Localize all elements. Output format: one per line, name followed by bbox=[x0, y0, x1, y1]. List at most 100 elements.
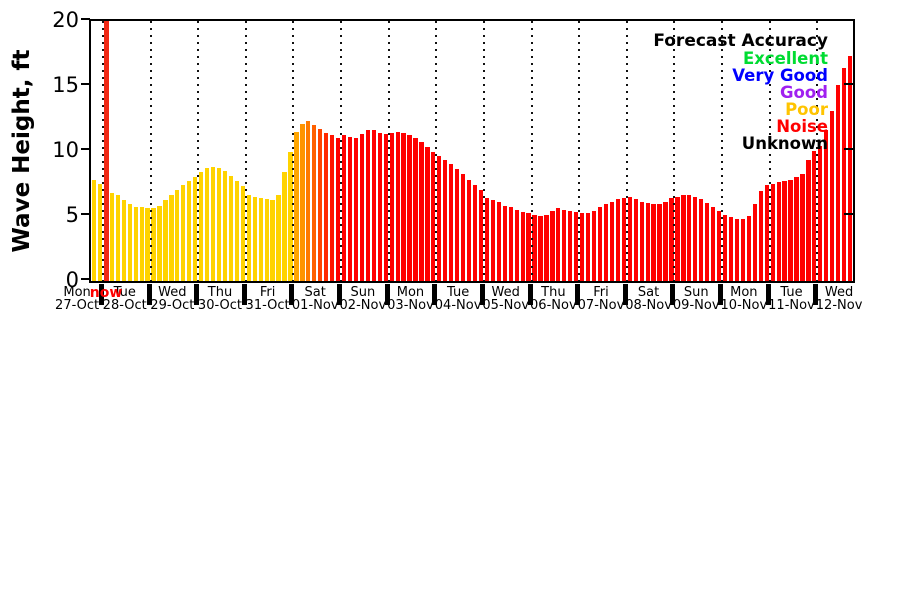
y-tick-label: 5 bbox=[65, 203, 79, 227]
day-date-label: 11-Nov bbox=[768, 298, 815, 313]
wave-bar bbox=[306, 121, 311, 281]
day-name-label: Fri bbox=[259, 285, 276, 300]
wave-bar bbox=[591, 210, 597, 281]
day-date-label: 08-Nov bbox=[625, 298, 672, 313]
wave-bar bbox=[764, 184, 769, 281]
wave-bar bbox=[532, 214, 537, 281]
legend-entry-very-good: Very Good bbox=[732, 66, 828, 85]
wave-bar bbox=[633, 199, 638, 281]
day-gridline bbox=[530, 21, 533, 281]
right-y-tick-mark bbox=[844, 213, 853, 215]
day-tick-mark bbox=[479, 284, 485, 305]
wave-bar bbox=[353, 138, 359, 281]
wave-bar bbox=[383, 134, 388, 281]
day-name-label: Mon bbox=[63, 285, 91, 300]
y-tick-mark bbox=[81, 278, 90, 280]
day-tick-mark bbox=[337, 284, 343, 305]
wave-bar bbox=[734, 218, 740, 281]
y-tick-mark bbox=[81, 18, 90, 20]
day-gridline bbox=[435, 21, 438, 281]
day-gridline bbox=[101, 21, 104, 281]
wave-bar bbox=[270, 200, 275, 281]
wave-bar bbox=[841, 67, 847, 281]
day-name-label: Wed bbox=[491, 285, 520, 300]
wave-bar bbox=[836, 84, 841, 281]
wave-bar bbox=[276, 195, 281, 281]
wave-bar bbox=[663, 201, 668, 281]
wave-bar bbox=[484, 197, 490, 281]
day-name-label: Sun bbox=[350, 285, 376, 300]
wave-bar bbox=[443, 160, 448, 281]
wave-bar bbox=[437, 156, 442, 281]
day-date-label: 04-Nov bbox=[434, 298, 482, 313]
wave-bar bbox=[133, 206, 138, 281]
wave-bar bbox=[151, 208, 156, 281]
plot-area bbox=[89, 19, 855, 283]
day-date-label: 03-Nov bbox=[387, 298, 434, 313]
wave-bar bbox=[550, 210, 555, 281]
day-date-label: 29-Oct bbox=[150, 298, 195, 313]
legend-title: Forecast Accuracy bbox=[653, 31, 828, 51]
legend-entry-good: Good bbox=[779, 83, 828, 102]
y-tick-mark bbox=[81, 148, 90, 150]
wave-bar bbox=[371, 130, 376, 281]
wave-bar bbox=[824, 130, 829, 281]
wave-bar bbox=[544, 214, 549, 281]
day-name-label: Thu bbox=[207, 285, 233, 300]
wave-bar bbox=[615, 199, 621, 281]
wave-bar bbox=[175, 190, 180, 281]
wave-bar bbox=[711, 206, 716, 281]
wave-bar bbox=[722, 214, 728, 281]
wave-bar bbox=[490, 200, 495, 281]
wave-bar bbox=[681, 195, 686, 281]
wave-bar bbox=[282, 171, 287, 281]
y-axis-title: Wave Height, ft bbox=[9, 49, 35, 253]
wave-bar bbox=[359, 134, 365, 281]
day-name-label: Wed bbox=[824, 285, 854, 300]
day-tick-mark bbox=[241, 284, 247, 305]
day-gridline bbox=[244, 21, 247, 281]
day-name-label: Sat bbox=[304, 285, 326, 300]
wave-bar bbox=[675, 196, 680, 281]
day-gridline bbox=[768, 21, 771, 281]
day-date-label: 09-Nov bbox=[672, 298, 720, 313]
wave-bar bbox=[365, 130, 370, 281]
day-date-label: 27-Oct bbox=[55, 298, 100, 313]
wave-bar bbox=[502, 205, 507, 281]
wave-bar bbox=[818, 145, 823, 281]
day-tick-mark bbox=[813, 284, 819, 305]
wave-bar bbox=[806, 160, 811, 281]
wave-bar bbox=[716, 210, 722, 281]
day-date-label: 05-Nov bbox=[482, 298, 530, 313]
wave-bar bbox=[460, 174, 466, 281]
day-name-label: Mon bbox=[396, 285, 425, 300]
day-tick-mark bbox=[146, 284, 152, 305]
wave-bar bbox=[288, 152, 293, 281]
day-date-label: 12-Nov bbox=[815, 298, 863, 313]
day-date-label: 01-Nov bbox=[291, 298, 339, 313]
day-tick-mark bbox=[194, 284, 200, 305]
day-date-label: 07-Nov bbox=[577, 298, 625, 313]
day-name-label: Fri bbox=[593, 285, 609, 300]
wave-bar bbox=[407, 135, 412, 281]
wave-bar bbox=[401, 132, 406, 281]
wave-bar bbox=[568, 210, 573, 281]
day-name-label: Wed bbox=[158, 285, 187, 300]
day-gridline bbox=[673, 21, 676, 281]
forecast-accuracy-legend: Forecast Accuracy Excellent Very Good Good… bbox=[653, 31, 828, 153]
wave-bar bbox=[603, 204, 609, 281]
wave-bar bbox=[431, 152, 436, 281]
wave-bar bbox=[693, 196, 698, 281]
legend-entry-unknown: Unknown bbox=[741, 134, 828, 153]
wave-bar bbox=[264, 199, 269, 281]
day-gridline bbox=[149, 21, 152, 281]
day-gridline bbox=[482, 21, 485, 281]
day-tick-mark bbox=[765, 284, 771, 305]
now-marker-label: now bbox=[89, 285, 123, 301]
y-tick-mark bbox=[81, 213, 90, 215]
wave-bar bbox=[752, 204, 757, 281]
day-tick-mark bbox=[98, 284, 104, 305]
wave-bar bbox=[91, 179, 97, 281]
right-y-tick-mark bbox=[844, 148, 853, 150]
wave-bar bbox=[335, 138, 341, 281]
